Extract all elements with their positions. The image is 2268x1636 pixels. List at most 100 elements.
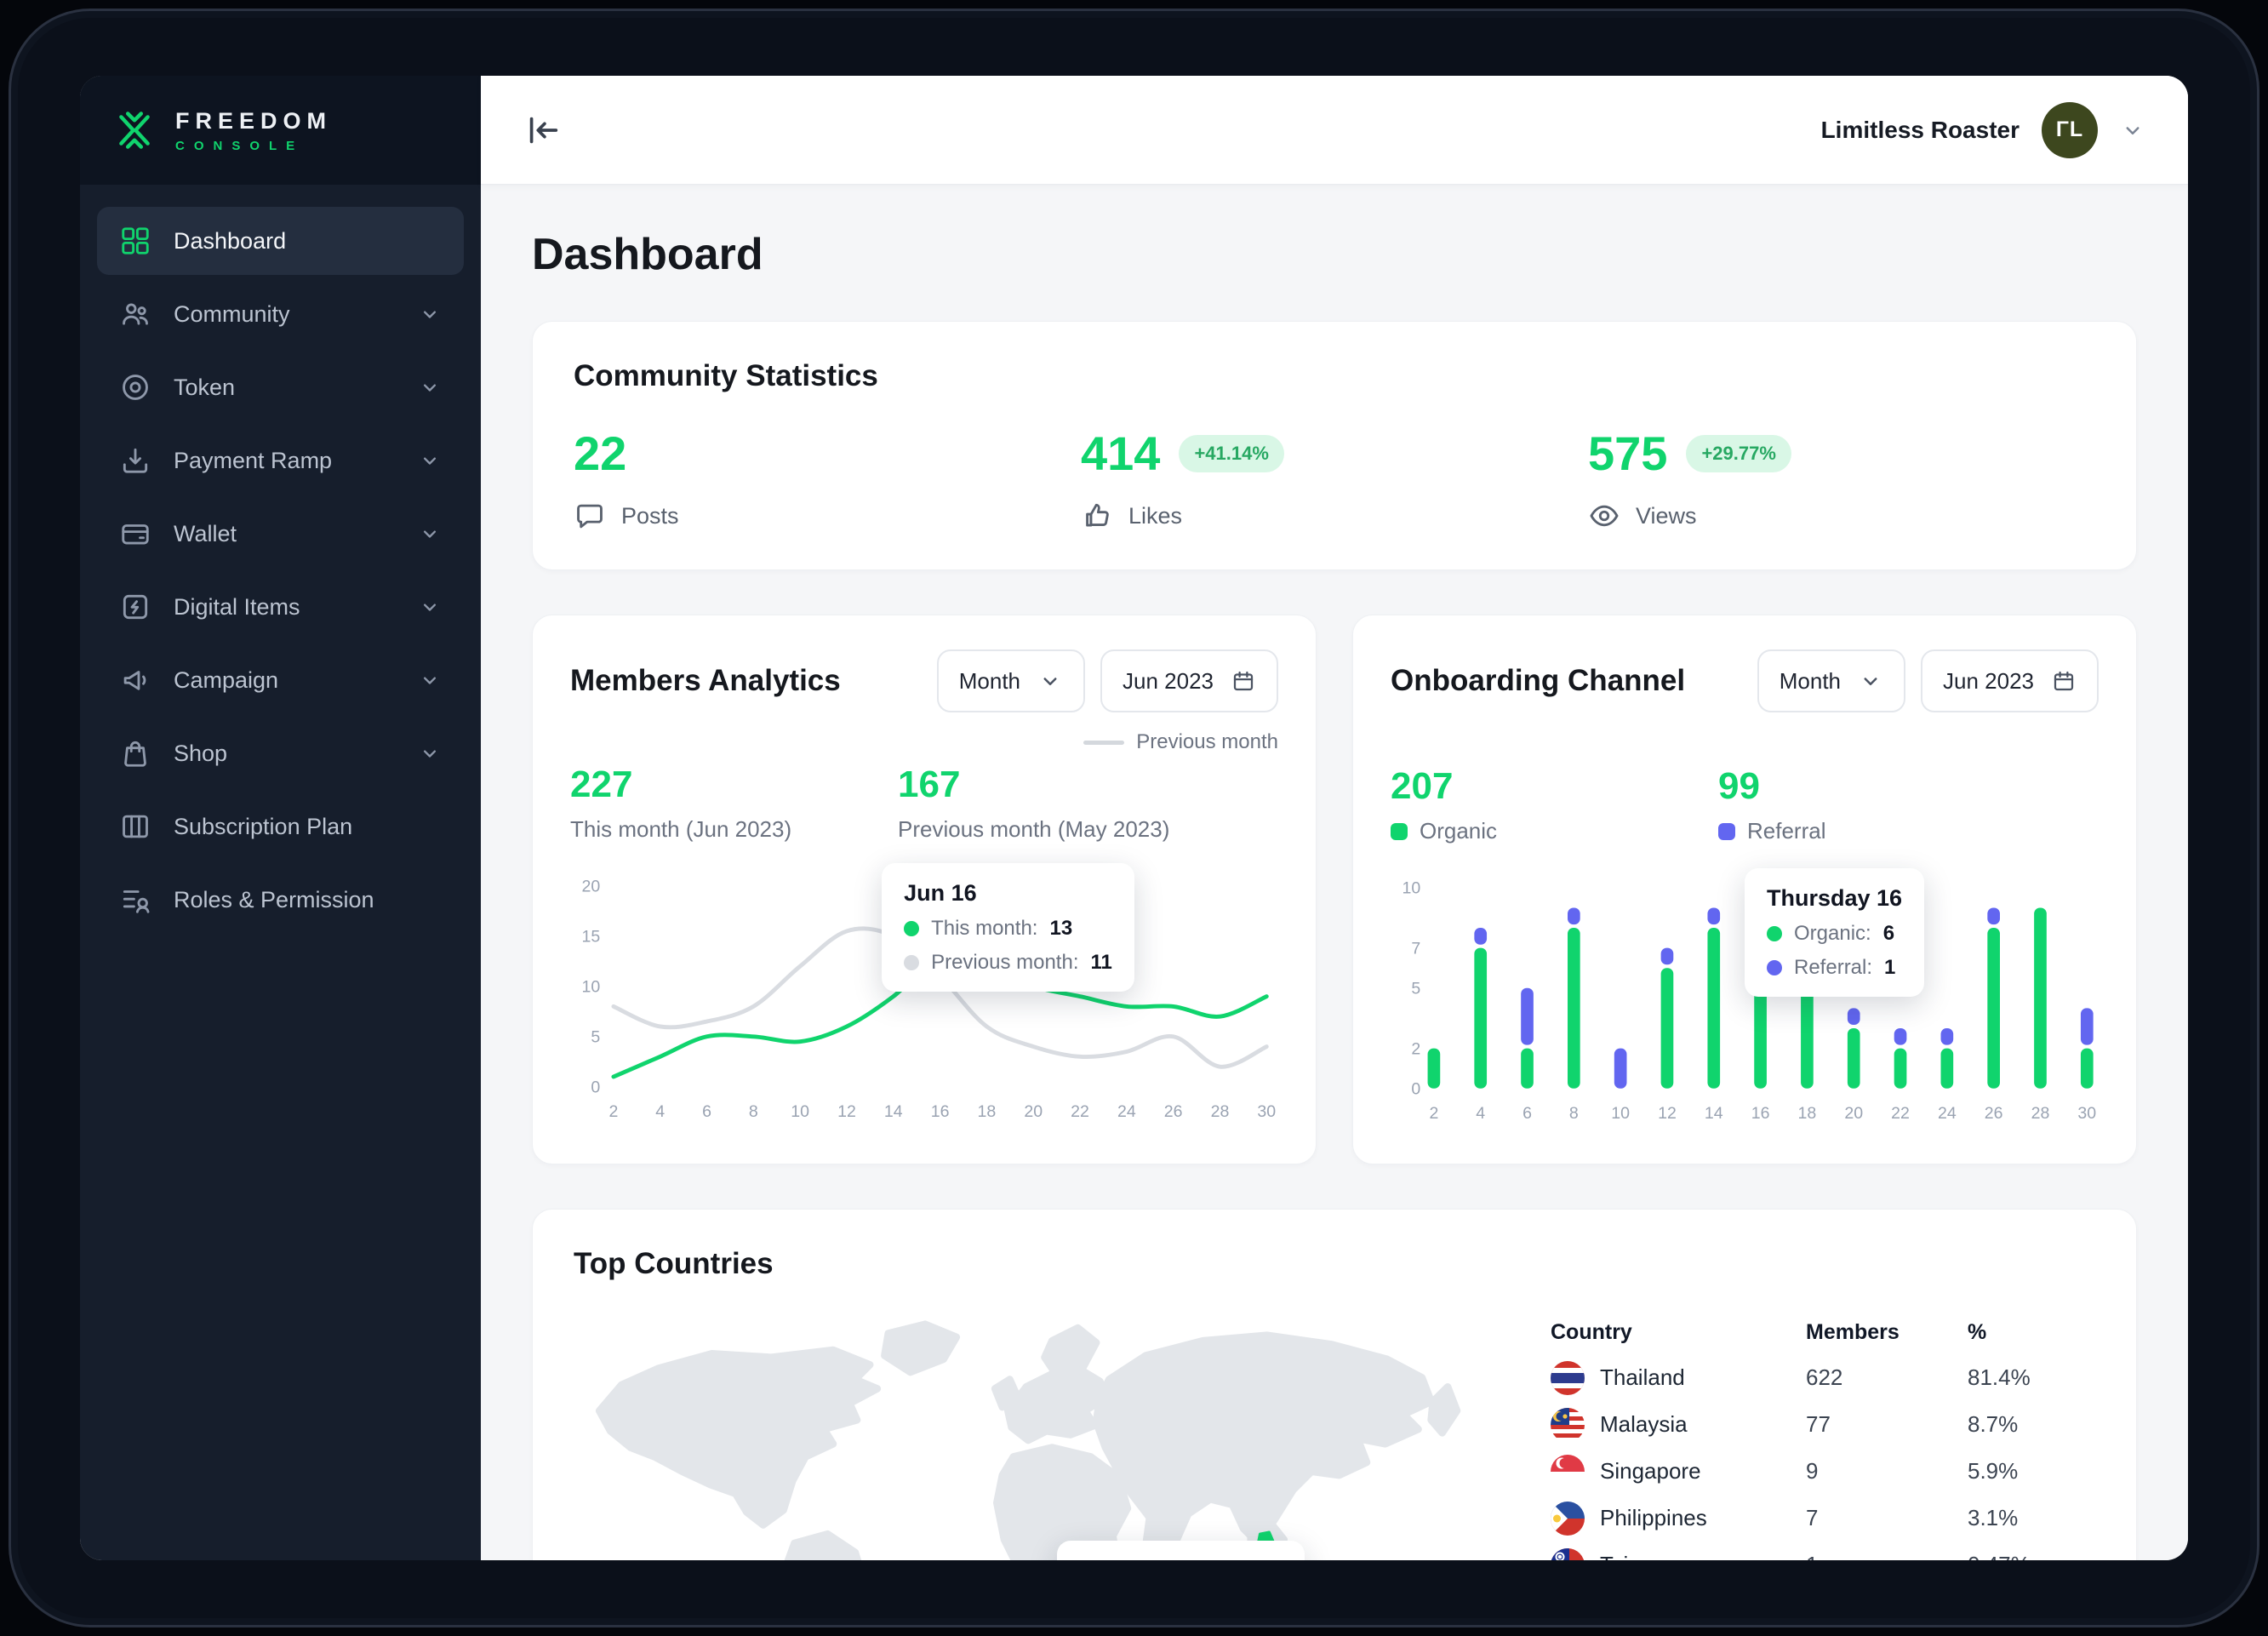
top-countries-title: Top Countries xyxy=(574,1247,774,1280)
roles-permission-icon xyxy=(123,890,150,913)
members-analytics-card: Members Analytics Month Jun 2023 xyxy=(532,615,1317,1164)
sidebar-item-label: Campaign xyxy=(174,666,279,693)
organic-metric: 207 Organic xyxy=(1391,765,1498,844)
table-cell-percent: 0.47% xyxy=(1968,1542,2095,1560)
onboarding-date-picker[interactable]: Jun 2023 xyxy=(1921,649,2099,712)
svg-text:10: 10 xyxy=(1402,879,1420,898)
svg-text:16: 16 xyxy=(1751,1104,1770,1123)
table-row-country: Philippines xyxy=(1551,1495,1806,1542)
sidebar-item-dashboard[interactable]: Dashboard xyxy=(97,207,464,275)
onboarding-channel-title: Onboarding Channel xyxy=(1391,664,1686,697)
table-cell-percent: 5.9% xyxy=(1968,1458,2019,1484)
table-row-country: Singapore xyxy=(1551,1448,1806,1495)
legend-line xyxy=(1083,740,1125,745)
chevron-down-icon xyxy=(424,603,436,611)
chevron-down-icon xyxy=(424,677,436,684)
sidebar-item-community[interactable]: Community xyxy=(97,280,464,348)
table-row-country: Thailand xyxy=(1551,1354,1806,1401)
svg-text:22: 22 xyxy=(1071,1102,1089,1121)
svg-text:12: 12 xyxy=(1658,1104,1677,1123)
account-menu[interactable]: Limitless Roaster ΓL xyxy=(1821,101,2145,158)
dashboard-content: Dashboard Community Statistics 22 Posts … xyxy=(481,185,2188,1560)
table-cell-members: 7 xyxy=(1806,1505,1819,1530)
views-label: Views xyxy=(1636,502,1697,529)
svg-text:14: 14 xyxy=(884,1102,903,1121)
community-statistics-card: Community Statistics 22 Posts 414 +41.14… xyxy=(532,321,2137,570)
svg-text:20: 20 xyxy=(1024,1102,1043,1121)
svg-text:7: 7 xyxy=(1411,939,1420,958)
community-statistics-title: Community Statistics xyxy=(574,359,878,392)
table-cell-percent: 81.4% xyxy=(1968,1364,2031,1390)
svg-text:30: 30 xyxy=(1257,1102,1276,1121)
svg-text:8: 8 xyxy=(1569,1104,1579,1123)
sidebar-item-roles-permission[interactable]: Roles & Permission xyxy=(97,866,464,934)
digital-items-icon xyxy=(123,594,148,620)
sidebar-item-label: Digital Items xyxy=(174,593,300,620)
organic-dot xyxy=(1391,822,1408,840)
sidebar-item-label: Subscription Plan xyxy=(174,813,353,839)
svg-text:5: 5 xyxy=(1411,980,1420,998)
table-cell-percent: 3.1% xyxy=(1968,1505,2019,1530)
onboarding-channel-card: Onboarding Channel Month Jun 2023 xyxy=(1352,615,2137,1164)
table-row-country: Malaysia xyxy=(1551,1401,1806,1448)
subscription-plan-icon xyxy=(123,815,148,838)
referral-tooltip-dot xyxy=(1767,960,1782,975)
chevron-down-icon[interactable] xyxy=(2120,117,2145,143)
svg-text:18: 18 xyxy=(978,1102,997,1121)
referral-dot xyxy=(1718,822,1735,840)
onboarding-period-select[interactable]: Month xyxy=(1757,649,1906,712)
logo: FREEDOM CONSOLE xyxy=(80,76,481,185)
referral-metric: 99 Referral xyxy=(1718,765,1826,844)
svg-text:20: 20 xyxy=(1844,1104,1863,1123)
sidebar-item-payment-ramp[interactable]: Payment Ramp xyxy=(97,426,464,495)
members-date-picker[interactable]: Jun 2023 xyxy=(1100,649,1278,712)
likes-stat: 414 +41.14% Likes xyxy=(1081,426,1588,532)
svg-text:10: 10 xyxy=(791,1102,809,1121)
posts-count: 22 xyxy=(574,426,627,480)
previous-month-metric: 167 Previous month (May 2023) xyxy=(898,764,1170,842)
table-cell-members: 1 xyxy=(1806,1542,1968,1560)
members-period-select[interactable]: Month xyxy=(936,649,1086,712)
sidebar-item-subscription-plan[interactable]: Subscription Plan xyxy=(97,792,464,861)
svg-text:26: 26 xyxy=(1985,1104,2003,1123)
sidebar-collapse-button[interactable] xyxy=(523,111,563,150)
sidebar-item-label: Community xyxy=(174,300,290,327)
sidebar-item-wallet[interactable]: Wallet xyxy=(97,500,464,568)
chevron-down-icon xyxy=(424,750,436,758)
sidebar-item-label: Payment Ramp xyxy=(174,447,333,473)
views-growth-badge: +29.77% xyxy=(1686,434,1791,472)
svg-text:4: 4 xyxy=(655,1102,665,1121)
sidebar-item-shop[interactable]: Shop xyxy=(97,719,464,787)
chevron-down-icon xyxy=(1864,678,1877,685)
svg-text:4: 4 xyxy=(1476,1104,1485,1123)
chevron-down-icon xyxy=(424,384,436,392)
freedom-logo-icon xyxy=(119,112,150,149)
sidebar-item-label: Token xyxy=(174,374,236,400)
thumbs-up-icon xyxy=(1086,503,1109,527)
sidebar-item-label: Wallet xyxy=(174,520,237,546)
campaign-icon xyxy=(123,671,146,690)
posts-stat: 22 Posts xyxy=(574,426,1081,532)
svg-text:28: 28 xyxy=(1211,1102,1230,1121)
onboarding-chart-tooltip: Thursday 16 Organic: 6 Referral: 1 xyxy=(1745,868,1925,997)
collapse-sidebar-icon xyxy=(529,117,558,143)
world-map[interactable]: Thailand Member: 622 (81.4%) xyxy=(574,1293,1503,1560)
svg-text:18: 18 xyxy=(1798,1104,1817,1123)
svg-text:14: 14 xyxy=(1705,1104,1723,1123)
table-row-country: Taiwan xyxy=(1551,1542,1806,1560)
svg-text:20: 20 xyxy=(581,878,600,896)
svg-text:2: 2 xyxy=(608,1102,618,1121)
views-stat: 575 +29.77% Views xyxy=(1588,426,2095,532)
views-count: 575 xyxy=(1588,426,1668,480)
svg-text:28: 28 xyxy=(2031,1104,2050,1123)
chevron-down-icon xyxy=(424,311,436,318)
sidebar-item-campaign[interactable]: Campaign xyxy=(97,646,464,714)
sidebar-item-token[interactable]: Token xyxy=(97,353,464,421)
svg-text:10: 10 xyxy=(581,978,600,997)
top-countries-table: Country Members % Thailand 622 81.4% xyxy=(1551,1293,2095,1560)
table-cell-members: 77 xyxy=(1806,1411,1831,1437)
sidebar-item-digital-items[interactable]: Digital Items xyxy=(97,573,464,641)
shop-bag-icon xyxy=(124,741,146,767)
avatar[interactable]: ΓL xyxy=(2042,101,2098,158)
